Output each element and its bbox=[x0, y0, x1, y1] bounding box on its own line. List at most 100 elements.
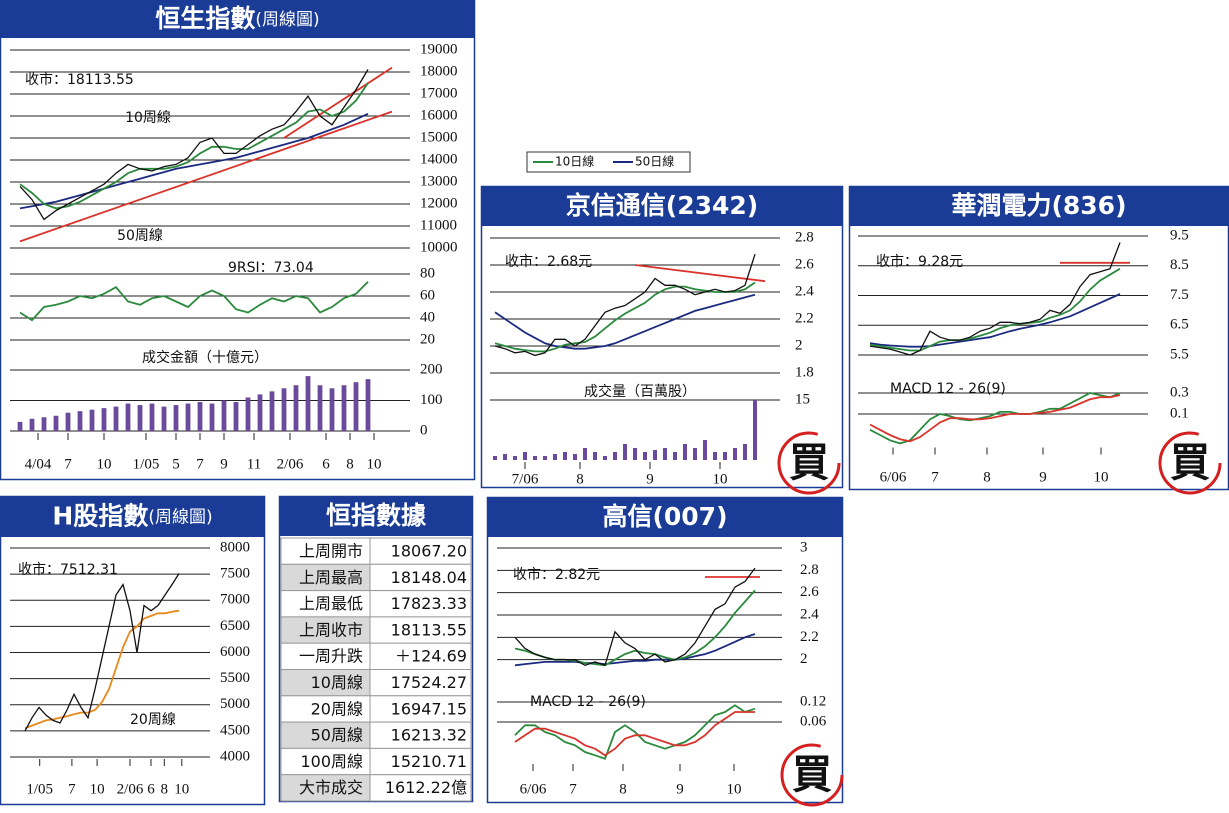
volume-bar bbox=[613, 452, 617, 460]
subtitle-text: (周線圖) bbox=[255, 10, 319, 30]
x-tick-label: 6/06 bbox=[520, 781, 547, 797]
chart-title: 華潤電力(836) bbox=[951, 191, 1126, 220]
y-tick-label: 4000 bbox=[220, 748, 250, 764]
row-label: 50周線 bbox=[311, 726, 363, 745]
row-value: 18148.04 bbox=[391, 568, 467, 587]
series-line bbox=[514, 567, 756, 667]
chart-title: H股指數(周線圖) bbox=[52, 502, 212, 531]
x-tick-label: 10 bbox=[90, 781, 105, 797]
volume-bar bbox=[221, 400, 227, 431]
y-tick-label: 0.06 bbox=[800, 713, 827, 729]
volume-bar bbox=[281, 388, 287, 431]
chart-title: 恒生指數(周線圖) bbox=[155, 4, 319, 33]
y-tick-label: 2.6 bbox=[800, 584, 819, 600]
y-tick-label: 0.3 bbox=[1170, 384, 1189, 400]
title-text: 京信通信(2342) bbox=[566, 191, 758, 220]
row-label: 上周收市 bbox=[299, 620, 363, 639]
y-tick-label: 16000 bbox=[420, 107, 458, 123]
x-tick-label: 10 bbox=[367, 456, 382, 472]
y-tick-label: 4500 bbox=[220, 722, 250, 738]
volume-bar bbox=[257, 394, 263, 431]
y-tick-label: 18000 bbox=[420, 63, 458, 79]
table-row bbox=[369, 695, 472, 723]
table-row bbox=[369, 747, 472, 776]
volume-bar bbox=[753, 400, 757, 460]
series-line bbox=[634, 264, 766, 283]
volume-bar bbox=[693, 448, 697, 460]
series-line bbox=[24, 609, 180, 730]
volume-bar bbox=[101, 408, 107, 431]
row-label: 10周線 bbox=[311, 673, 363, 692]
y-tick-label: 6500 bbox=[220, 618, 250, 634]
x-tick-label: 10 bbox=[97, 456, 112, 472]
y-tick-label: 0.1 bbox=[1170, 405, 1189, 421]
panel-header bbox=[279, 496, 473, 536]
y-tick-label: 20 bbox=[420, 331, 435, 347]
series-line bbox=[869, 267, 1121, 352]
annotation: MACD 12 - 26(9) bbox=[890, 381, 1006, 397]
x-tick-label: 7 bbox=[931, 469, 939, 485]
x-tick-label: 11 bbox=[247, 456, 261, 472]
stamp-ring bbox=[780, 743, 844, 807]
volume-bar bbox=[29, 418, 35, 431]
volume-bar bbox=[53, 415, 59, 431]
y-tick-label: 100 bbox=[420, 392, 443, 408]
volume-bar bbox=[185, 403, 191, 431]
x-tick-label: 8 bbox=[983, 469, 991, 485]
annotation: 50周線 bbox=[117, 228, 163, 244]
y-tick-label: 0.12 bbox=[800, 693, 826, 709]
row-label: 一周升跌 bbox=[299, 647, 363, 666]
annotation: 收市：2.68元 bbox=[505, 253, 592, 270]
panel-frame bbox=[480, 185, 844, 489]
stamp-text: 買 bbox=[1170, 440, 1210, 486]
y-tick-label: 60 bbox=[420, 287, 435, 303]
annotation: 成交金額（十億元） bbox=[142, 349, 268, 366]
volume-bar bbox=[533, 456, 537, 460]
chart-title: 京信通信(2342) bbox=[566, 191, 758, 220]
series-line bbox=[514, 704, 756, 760]
x-tick-label: 7 bbox=[68, 781, 76, 797]
stamp-ring bbox=[1158, 431, 1222, 495]
table-row bbox=[280, 590, 371, 618]
annotation: 收市：9.28元 bbox=[876, 253, 963, 270]
volume-bar bbox=[113, 406, 119, 431]
volume-bar bbox=[553, 454, 557, 460]
volume-bar bbox=[41, 417, 47, 431]
y-tick-label: 10000 bbox=[420, 239, 458, 255]
x-tick-label: 8 bbox=[619, 781, 627, 797]
panel-header bbox=[0, 496, 265, 537]
y-tick-label: 2.4 bbox=[800, 606, 819, 622]
y-tick-label: 15 bbox=[795, 391, 810, 407]
volume-bar bbox=[89, 409, 95, 431]
table-row bbox=[369, 590, 472, 618]
y-tick-label: 9.5 bbox=[1170, 227, 1189, 243]
volume-bar bbox=[493, 456, 497, 460]
annotation: 10周線 bbox=[125, 110, 171, 126]
subtitle-text: (周線圖) bbox=[148, 508, 212, 528]
row-value: 17823.33 bbox=[391, 594, 467, 613]
volume-bar bbox=[673, 452, 677, 460]
volume-bar bbox=[743, 444, 747, 460]
volume-bar bbox=[633, 448, 637, 460]
volume-bar bbox=[269, 391, 275, 431]
x-tick-label: 9 bbox=[646, 471, 654, 487]
row-value: 18067.20 bbox=[391, 542, 467, 561]
annotation: MACD 12 - 26(9) bbox=[530, 694, 646, 710]
y-tick-label: 1.8 bbox=[795, 364, 814, 380]
table-title: 恒指數據 bbox=[326, 501, 427, 530]
volume-bar bbox=[365, 379, 371, 431]
y-tick-label: 6.5 bbox=[1170, 317, 1189, 333]
volume-bar bbox=[77, 411, 83, 431]
y-tick-label: 7500 bbox=[220, 566, 250, 582]
row-label: 20周線 bbox=[311, 699, 363, 718]
volume-bar bbox=[733, 448, 737, 460]
y-tick-label: 2.2 bbox=[795, 310, 814, 326]
panel-header bbox=[487, 497, 843, 537]
volume-bar bbox=[543, 456, 547, 460]
table-row bbox=[280, 774, 371, 802]
volume-bar bbox=[643, 452, 647, 460]
panel-header bbox=[849, 186, 1229, 226]
x-tick-label: 1/05 bbox=[26, 781, 53, 797]
y-tick-label: 0 bbox=[420, 422, 428, 438]
legend-label: 50日線 bbox=[635, 154, 674, 169]
